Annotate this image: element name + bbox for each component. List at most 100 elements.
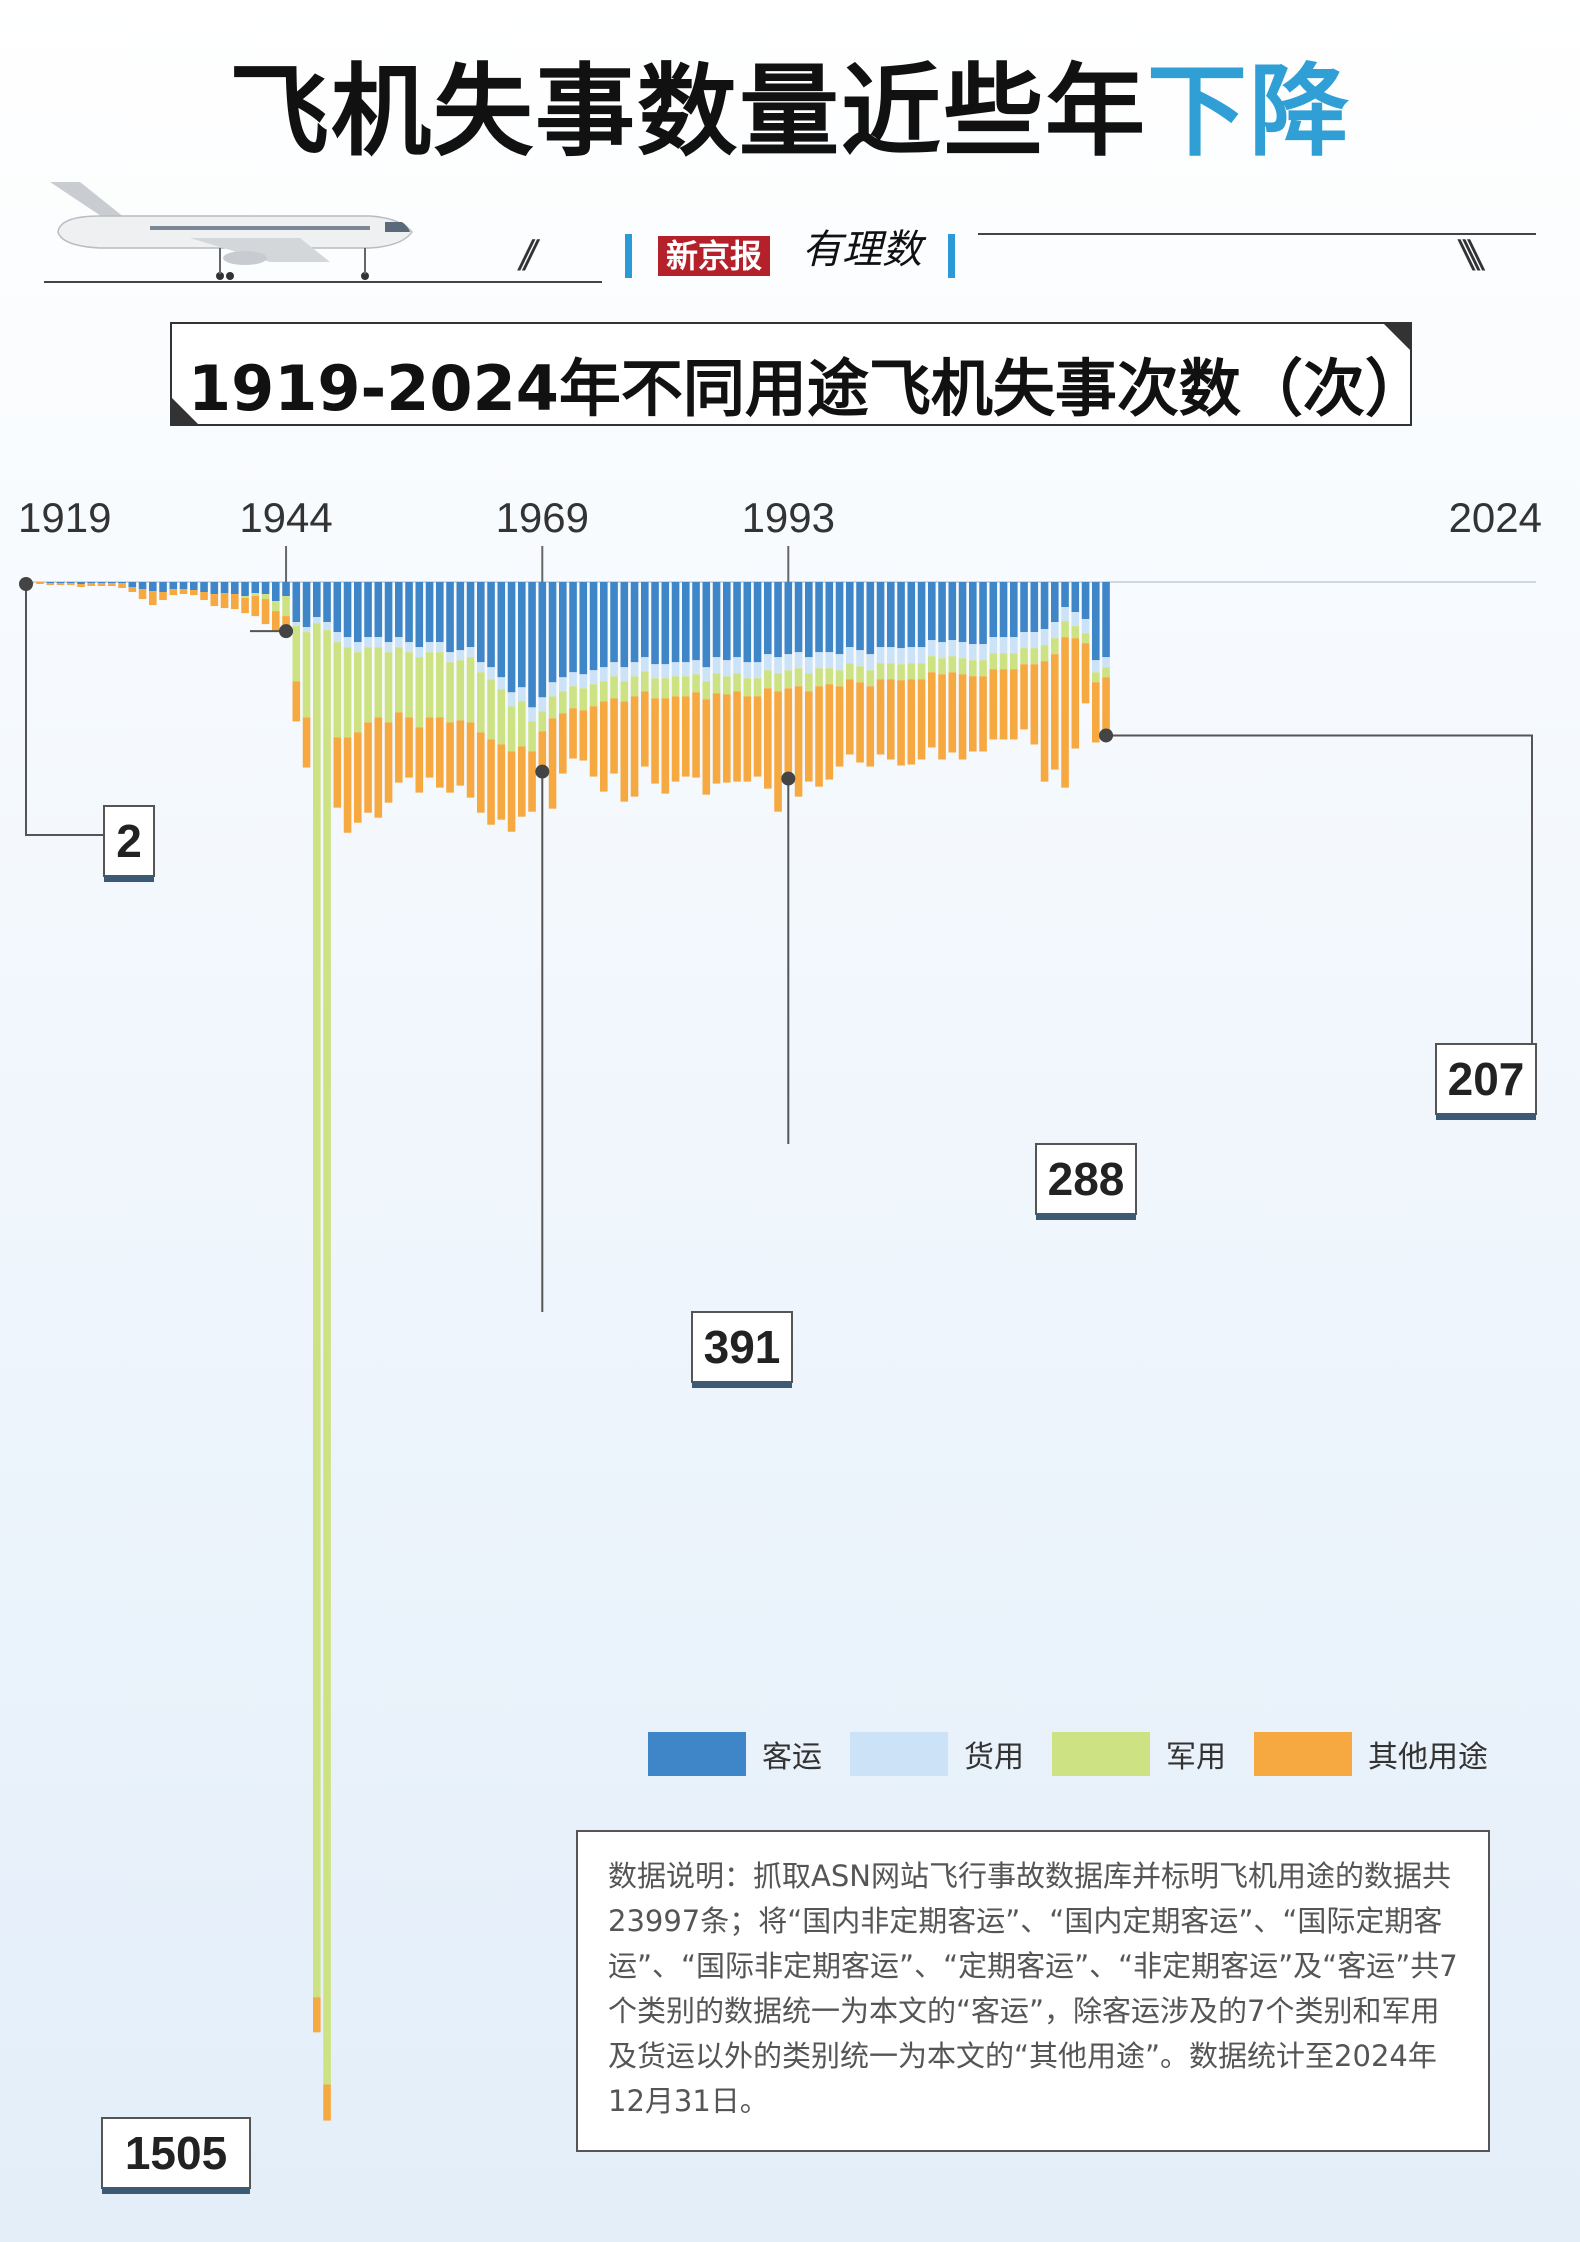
bar-segment-military [671, 676, 680, 697]
bar-segment-military [374, 647, 383, 718]
bar-segment-military [497, 689, 506, 745]
bar-segment-cargo [487, 667, 495, 680]
bar-segment-military [866, 670, 875, 687]
bar-segment-cargo [364, 637, 372, 648]
bar-segment-other [928, 672, 936, 748]
bar-segment-other [518, 746, 526, 817]
title-highlight: 下降 [1147, 53, 1351, 170]
bar-segment-cargo [1102, 657, 1110, 668]
airplane-icon [50, 182, 413, 280]
bar-segment-cargo [415, 647, 424, 658]
bar-segment-other [272, 611, 280, 632]
bar-segment-cargo [518, 687, 526, 702]
bar-segment-cargo [989, 637, 998, 654]
bar-segment-other [261, 599, 270, 625]
bar-segment-other [446, 722, 454, 793]
bar-segment-other [999, 669, 1008, 740]
bar-segment-passenger [969, 582, 977, 645]
bar-segment-military [241, 596, 249, 599]
bar-segment-passenger [149, 582, 157, 592]
bar-segment-passenger [179, 582, 188, 590]
bar-segment-passenger [743, 582, 752, 663]
bar-segment-other [897, 680, 905, 766]
bar-segment-passenger [1030, 582, 1039, 633]
bar-segment-other [374, 717, 383, 818]
bar-segment-military [579, 688, 588, 711]
bar-segment-passenger [641, 582, 649, 658]
bar-segment-cargo [313, 617, 321, 624]
bar-segment-military [1092, 672, 1100, 683]
bar-segment-passenger [712, 582, 721, 658]
bar-segment-passenger [302, 582, 311, 628]
bar-segment-military [446, 662, 454, 723]
bar-segment-other [1081, 643, 1090, 704]
bar-segment-passenger [815, 582, 823, 653]
bar-segment-cargo [589, 670, 598, 685]
bar-segment-passenger [77, 582, 85, 585]
bar-segment-other [671, 696, 680, 782]
bar-segment-passenger [528, 582, 536, 708]
bar-segment-passenger [313, 582, 321, 618]
bar-segment-other [364, 722, 372, 813]
bar-segment-passenger [538, 582, 547, 698]
page-title: 飞机失事数量近些年下降 [0, 62, 1580, 162]
x-tick-label: 1944 [239, 494, 332, 541]
bar-segment-passenger [477, 582, 485, 663]
bar-segment-cargo [1020, 632, 1028, 649]
bar-segment-military [292, 626, 301, 682]
bar-segment-cargo [999, 637, 1008, 654]
bar-segment-cargo [979, 644, 987, 661]
bar-segment-military [477, 672, 485, 733]
bar-segment-other [579, 710, 588, 761]
bar-segment-military [661, 678, 670, 699]
bar-segment-cargo [600, 667, 608, 682]
bar-segment-military [261, 594, 270, 600]
bar-segment-passenger [846, 582, 854, 648]
bar-segment-passenger [1020, 582, 1028, 633]
callout-box [103, 805, 155, 877]
bar-segment-passenger [415, 582, 424, 648]
bar-segment-other [128, 587, 137, 593]
bar-segment-military [774, 673, 782, 692]
bar-segment-military [538, 711, 547, 732]
bar-segment-cargo [354, 642, 362, 653]
bar-segment-other [528, 751, 536, 812]
bar-segment-cargo [917, 647, 926, 664]
bar-segment-military [928, 656, 936, 673]
bar-segment-other [794, 686, 803, 797]
bar-segment-other [1061, 637, 1069, 788]
bar-segment-cargo [466, 647, 475, 658]
legend-label-military: 军用 [1166, 1740, 1226, 1775]
bar-segment-military [784, 670, 793, 689]
bar-segment-passenger [138, 582, 147, 590]
bar-segment-other [190, 590, 198, 596]
bar-segment-military [528, 721, 536, 752]
bar-segment-military [999, 653, 1008, 670]
bar-segment-passenger [610, 582, 618, 663]
bar-segment-other [46, 583, 55, 586]
bar-segment-military [569, 686, 577, 709]
legend-swatch-military [1052, 1732, 1150, 1776]
bar-segment-other [282, 616, 290, 632]
bar-segment-passenger [661, 582, 670, 665]
legend-label-passenger: 客运 [762, 1740, 822, 1775]
bar-segment-other [200, 592, 208, 601]
bar-segment-military [764, 670, 772, 689]
bar-segment-cargo [733, 657, 741, 674]
bar-segment-military [313, 623, 321, 1998]
bar-segment-military [456, 660, 465, 721]
bar-segment-cargo [876, 647, 885, 664]
bar-segment-passenger [354, 582, 362, 643]
bar-segment-cargo [620, 667, 629, 682]
bar-segment-military [825, 668, 834, 685]
bar-segment-other [856, 682, 864, 763]
bar-segment-other [159, 592, 167, 601]
bar-segment-cargo [835, 654, 844, 671]
bar-segment-passenger [1051, 582, 1059, 623]
legend-item-cargo: 货用 [850, 1732, 1024, 1776]
bar-segment-military [651, 678, 659, 699]
bar-segment-other [764, 688, 772, 789]
bar-segment-other [682, 696, 690, 777]
bar-segment-military [620, 681, 629, 702]
